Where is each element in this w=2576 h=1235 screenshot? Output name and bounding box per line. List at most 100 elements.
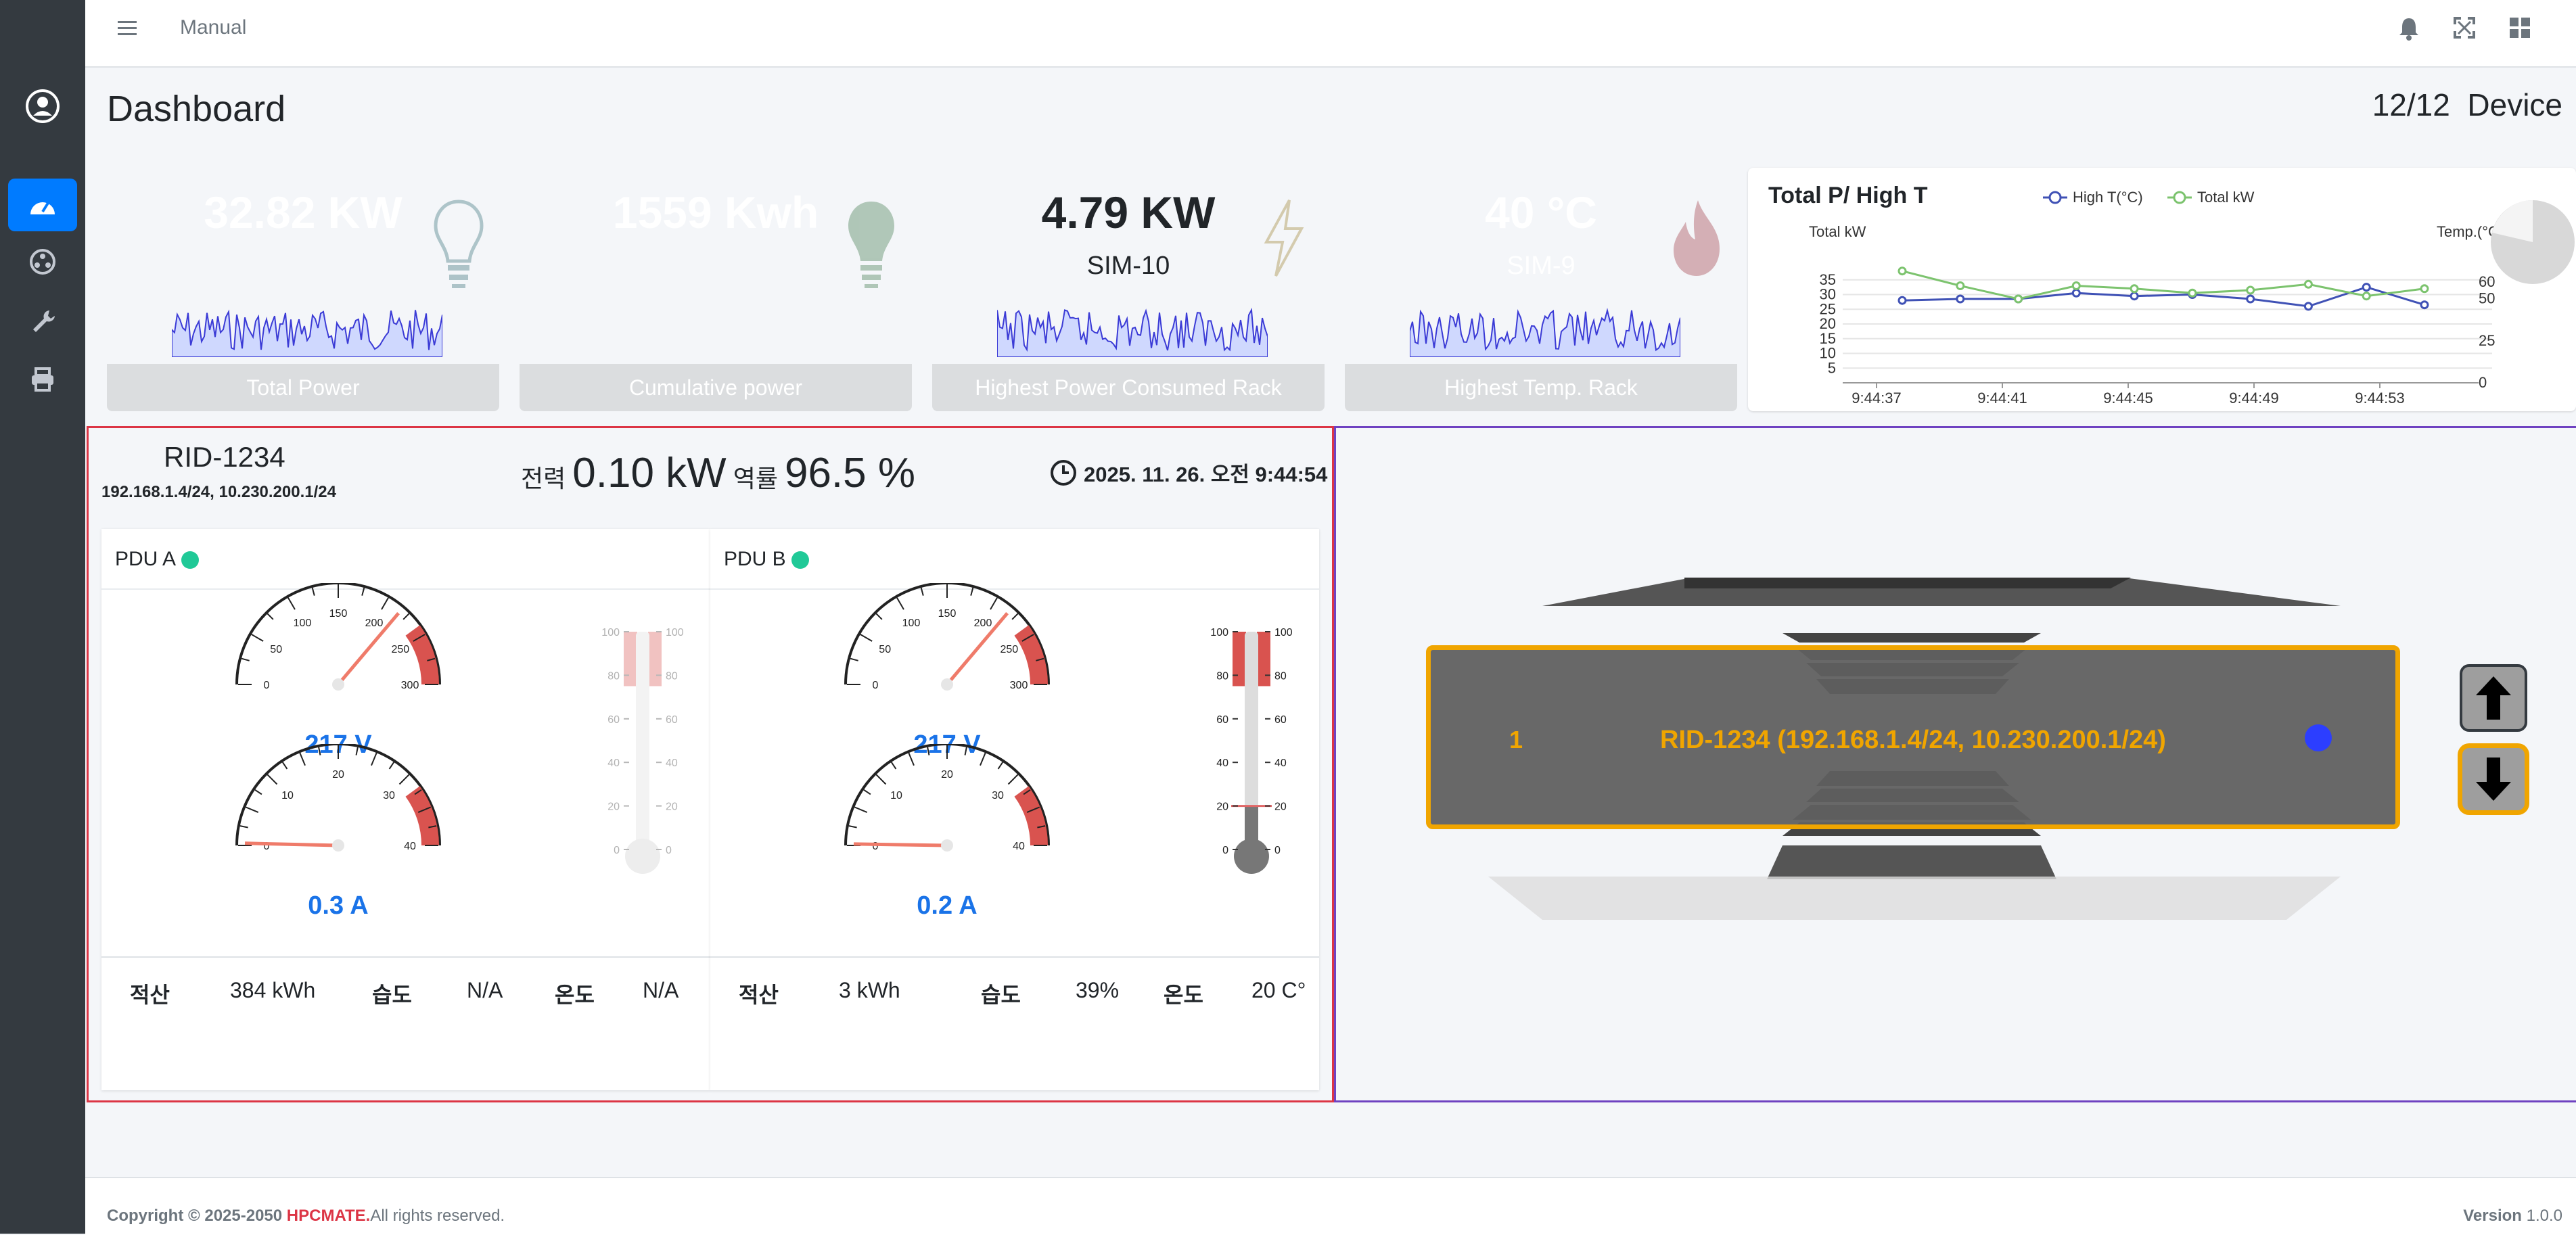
left-tick-label: 15: [1820, 330, 1836, 347]
therm-tick-label: 60: [607, 714, 620, 726]
gauge-hub: [332, 678, 344, 691]
card-rack-name: SIM-10: [1086, 252, 1170, 280]
total-power-high-temp-chart: Total P/ High T High T(°C) Total kW Tota…: [1748, 168, 2576, 411]
gauge-tick-label: 20: [332, 769, 344, 780]
card-label: Cumulative power: [520, 364, 912, 411]
current-value: 0.3 A: [308, 891, 369, 920]
status-online-dot: [791, 551, 809, 569]
gauge-tick-label: 250: [391, 644, 409, 655]
series-point-2: [2071, 281, 2081, 290]
gauge-tick-label: 50: [270, 644, 282, 655]
card-highest-power-rack[interactable]: 4.79 KW SIM-10 Highest Power Consumed Ra…: [932, 168, 1325, 411]
card-label: Total Power: [107, 364, 499, 411]
sidebar-item-print[interactable]: [8, 353, 77, 406]
thermometer-gauge: 100 100 80 80 60 60 40 40 20 20 0 0: [602, 627, 683, 874]
bolt-icon: [1264, 200, 1304, 277]
therm-tick-label: 80: [607, 670, 620, 682]
card-total-power[interactable]: 32.82 KW Total Power: [107, 168, 499, 411]
left-tick-label: 35: [1820, 271, 1836, 288]
gauge-tick-label: 30: [383, 790, 395, 801]
gauge-tick-label: 0: [873, 680, 879, 691]
x-tick-label: 9:44:49: [2229, 390, 2278, 406]
lightbulb-icon: [434, 200, 484, 288]
card-cumulative-power[interactable]: 1559 Kwh Cumulative power: [520, 168, 912, 411]
brand-name[interactable]: HPCMATE.: [286, 1207, 371, 1225]
gauge-hub: [941, 839, 953, 852]
therm-tick-label: 0: [666, 845, 672, 856]
gauge-tick-label: 50: [879, 644, 891, 655]
left-tick-label: 25: [1820, 300, 1836, 317]
card-value: 4.79 KW: [1041, 187, 1216, 237]
card-highest-temp-rack[interactable]: 40 °C SIM-9 Highest Temp. Rack: [1345, 168, 1737, 411]
sparkline: [997, 307, 1268, 357]
gauge-tick-label: 10: [281, 790, 294, 801]
wrench-icon: [33, 310, 55, 332]
therm-tick-label: 0: [1222, 845, 1228, 856]
divider: [710, 956, 1319, 958]
thermometer-gauge: 100 100 80 80 60 60 40 40 20 20 0 0: [1211, 627, 1292, 874]
gauge-tick-label: 40: [404, 841, 416, 852]
gauge-needle: [244, 841, 339, 847]
apps-grid-icon[interactable]: [2508, 16, 2531, 39]
gauge-tick-label: 200: [365, 618, 384, 629]
therm-tick-label: 0: [1274, 845, 1281, 856]
series-point-2: [2420, 284, 2429, 294]
gauge-hub: [332, 839, 344, 852]
version: Version 1.0.0: [2463, 1207, 2562, 1226]
power-value: 0.10 kW: [572, 450, 727, 496]
x-tick-label: 9:44:41: [1977, 390, 2027, 406]
bell-icon[interactable]: [2397, 16, 2420, 41]
therm-tick-label: 40: [1216, 758, 1228, 769]
gauge-tick-label: 100: [294, 618, 312, 629]
gauge-hub: [941, 678, 953, 691]
therm-tick-label: 20: [1216, 801, 1228, 813]
fullscreen-icon[interactable]: [2453, 16, 2476, 39]
gauge-tick-label: 10: [890, 790, 902, 801]
rack-unit-selected[interactable]: 1 RID-1234 (192.168.1.4/24, 10.230.200.1…: [1426, 645, 2400, 829]
right-tick-label: 0: [2479, 374, 2487, 391]
series-point-1: [2420, 300, 2429, 310]
manual-link[interactable]: Manual: [180, 16, 247, 39]
accum-label: 적산: [130, 983, 170, 1007]
therm-tick-label: 60: [1216, 714, 1228, 726]
series-point-2: [1898, 266, 1907, 276]
pdu-name: PDU B: [724, 548, 786, 570]
accum-value: 3 kWh: [839, 978, 900, 1002]
rack-down-button[interactable]: [2460, 745, 2527, 813]
sidebar-item-dashboard[interactable]: [8, 179, 77, 231]
therm-tick-label: 20: [1274, 801, 1287, 813]
gauge-tick-label: 200: [974, 618, 992, 629]
therm-tick-label: 80: [1274, 670, 1287, 682]
sidebar-item-tools[interactable]: [8, 295, 77, 348]
datetime-text: 2025. 11. 26. 오전 9:44:54: [1084, 463, 1328, 486]
left-tick-label: 10: [1820, 345, 1836, 362]
accum-value: 384 kWh: [230, 978, 316, 1002]
chart-title: Total P/ High T: [1768, 183, 1928, 208]
sidebar-item-network[interactable]: [8, 235, 77, 288]
rack-up-button[interactable]: [2460, 664, 2527, 732]
dial-gauge: 0 50 100 150 200 250 300: [844, 583, 1050, 691]
gauge-needle: [853, 842, 948, 847]
footer: Copyright © 2025-2050 HPCMATE.All rights…: [85, 1177, 2576, 1235]
device-count-value: 12/12: [2372, 87, 2450, 122]
series-point-1: [2071, 288, 2081, 298]
sidebar: [0, 0, 85, 1234]
card-label: Highest Temp. Rack: [1345, 364, 1737, 411]
series-point-1: [1956, 294, 1965, 304]
therm-tick-label: 20: [666, 801, 678, 813]
series-point-2: [1956, 281, 1965, 290]
right-tick-label: 25: [2479, 332, 2495, 349]
hamburger-menu-icon[interactable]: [116, 18, 138, 39]
printer-icon: [32, 367, 53, 392]
gauge-tick-label: 20: [941, 769, 953, 780]
user-avatar-icon[interactable]: [25, 89, 60, 124]
gauge-tick-label: 300: [401, 680, 419, 691]
card-value: 32.82 KW: [204, 187, 402, 237]
therm-tick-label: 100: [666, 627, 683, 638]
arrow-up-icon: [2476, 676, 2511, 720]
rack-datetime: 2025. 11. 26. 오전 9:44:54: [1050, 457, 1327, 488]
rack-unit-index: 1: [1509, 726, 1523, 753]
fire-icon: [1674, 200, 1720, 276]
device-count: 12/12 Device: [2372, 87, 2562, 123]
series-point-2: [2014, 294, 2023, 304]
